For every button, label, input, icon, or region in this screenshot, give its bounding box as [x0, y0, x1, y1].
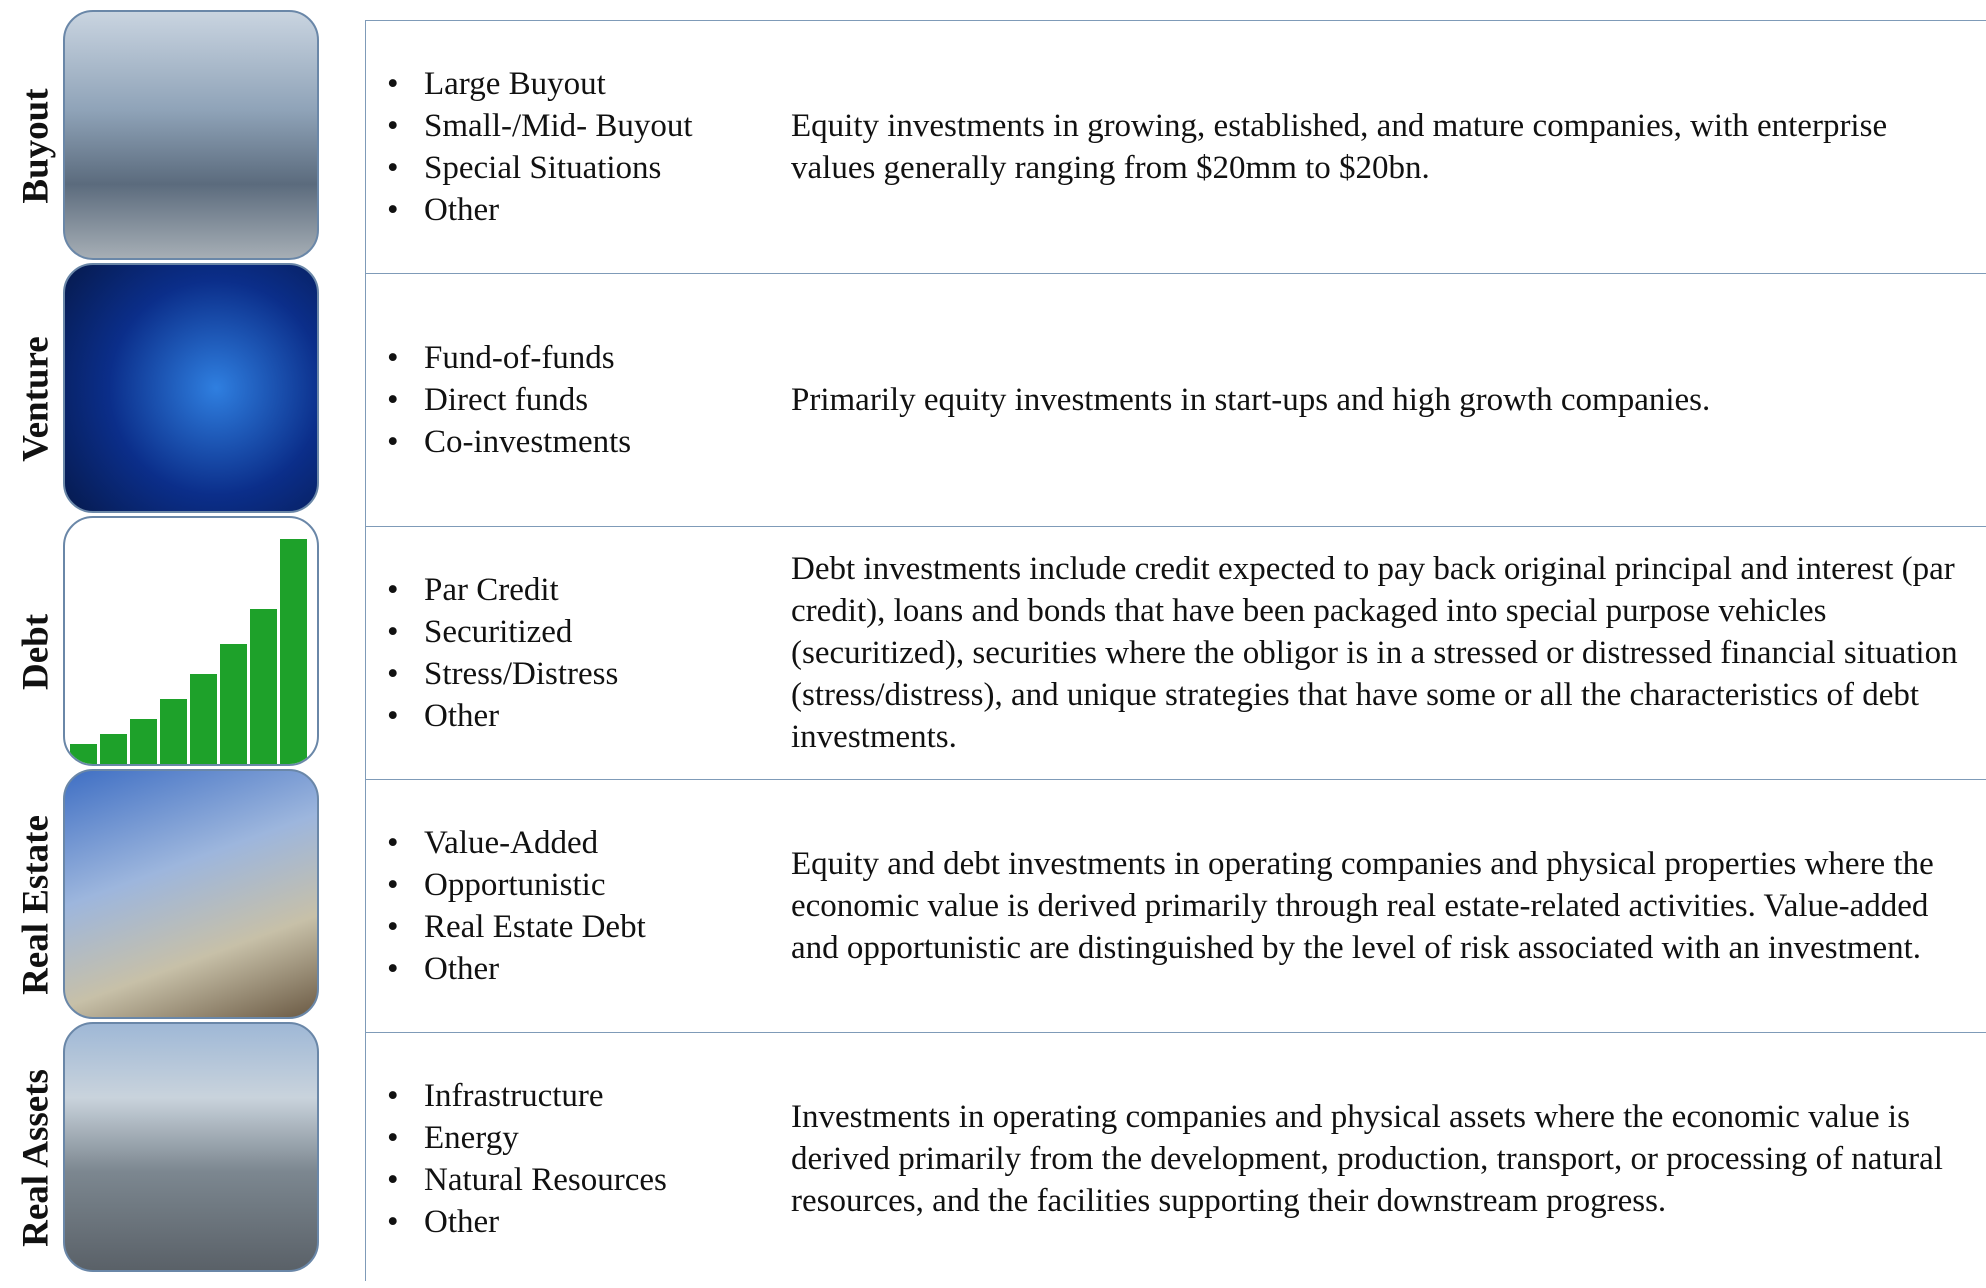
- subcategory: Special Situations: [387, 147, 791, 189]
- description: Equity and debt investments in operating…: [791, 846, 1934, 966]
- subcategory: Par Credit: [387, 569, 791, 611]
- step: [130, 719, 157, 764]
- step: [100, 734, 127, 764]
- subcategory-list: Large BuyoutSmall-/Mid- BuyoutSpecial Si…: [366, 63, 791, 231]
- subcategory: Large Buyout: [387, 63, 791, 105]
- category-label: Debt: [15, 613, 57, 691]
- category-row: InfrastructureEnergyNatural ResourcesOth…: [366, 1032, 1986, 1285]
- description: Equity investments in growing, establish…: [791, 108, 1888, 186]
- subcategory: Direct funds: [387, 379, 791, 421]
- description: Investments in operating companies and p…: [791, 1099, 1943, 1219]
- subcategory: Energy: [387, 1117, 791, 1159]
- subcategory: Real Estate Debt: [387, 906, 791, 948]
- subcategory: Value-Added: [387, 822, 791, 864]
- category-row: Par CreditSecuritizedStress/DistressOthe…: [366, 526, 1986, 779]
- step: [70, 744, 97, 764]
- subcategory-list: Par CreditSecuritizedStress/DistressOthe…: [366, 569, 791, 737]
- subcategory: Other: [387, 189, 791, 231]
- subcategory: Fund-of-funds: [387, 337, 791, 379]
- subcategory: Other: [387, 948, 791, 990]
- category-row: Value-AddedOpportunisticReal Estate Debt…: [366, 779, 1986, 1032]
- step: [190, 674, 217, 764]
- subcategory: Other: [387, 1201, 791, 1243]
- category-image: [63, 769, 319, 1019]
- subcategory-list: Value-AddedOpportunisticReal Estate Debt…: [366, 822, 791, 990]
- stairs-illustration: [70, 539, 307, 764]
- category-label: Venture: [15, 336, 57, 462]
- step: [160, 699, 187, 764]
- category-table: Large BuyoutSmall-/Mid- BuyoutSpecial Si…: [365, 20, 1986, 1281]
- category-label: Real Assets: [15, 1069, 57, 1247]
- subcategory: Small-/Mid- Buyout: [387, 105, 791, 147]
- subcategory: Stress/Distress: [387, 653, 791, 695]
- subcategory: Other: [387, 695, 791, 737]
- category-label: Buyout: [15, 88, 57, 204]
- subcategory: Securitized: [387, 611, 791, 653]
- category-image: [63, 263, 319, 513]
- description: Debt investments include credit expected…: [791, 551, 1958, 755]
- subcategory: Co-investments: [387, 421, 791, 463]
- subcategory-list: InfrastructureEnergyNatural ResourcesOth…: [366, 1075, 791, 1243]
- description: Primarily equity investments in start-up…: [791, 382, 1711, 418]
- step: [220, 644, 247, 764]
- subcategory-list: Fund-of-fundsDirect fundsCo-investments: [366, 337, 791, 463]
- step: [280, 539, 307, 764]
- subcategory: Natural Resources: [387, 1159, 791, 1201]
- category-image: [63, 1022, 319, 1272]
- category-row: Fund-of-fundsDirect fundsCo-investmentsP…: [366, 273, 1986, 526]
- category-label: Real Estate: [15, 815, 57, 995]
- subcategory: Opportunistic: [387, 864, 791, 906]
- step: [250, 609, 277, 764]
- subcategory: Infrastructure: [387, 1075, 791, 1117]
- category-row: Large BuyoutSmall-/Mid- BuyoutSpecial Si…: [366, 20, 1986, 273]
- category-image: [63, 516, 319, 766]
- category-image: [63, 10, 319, 260]
